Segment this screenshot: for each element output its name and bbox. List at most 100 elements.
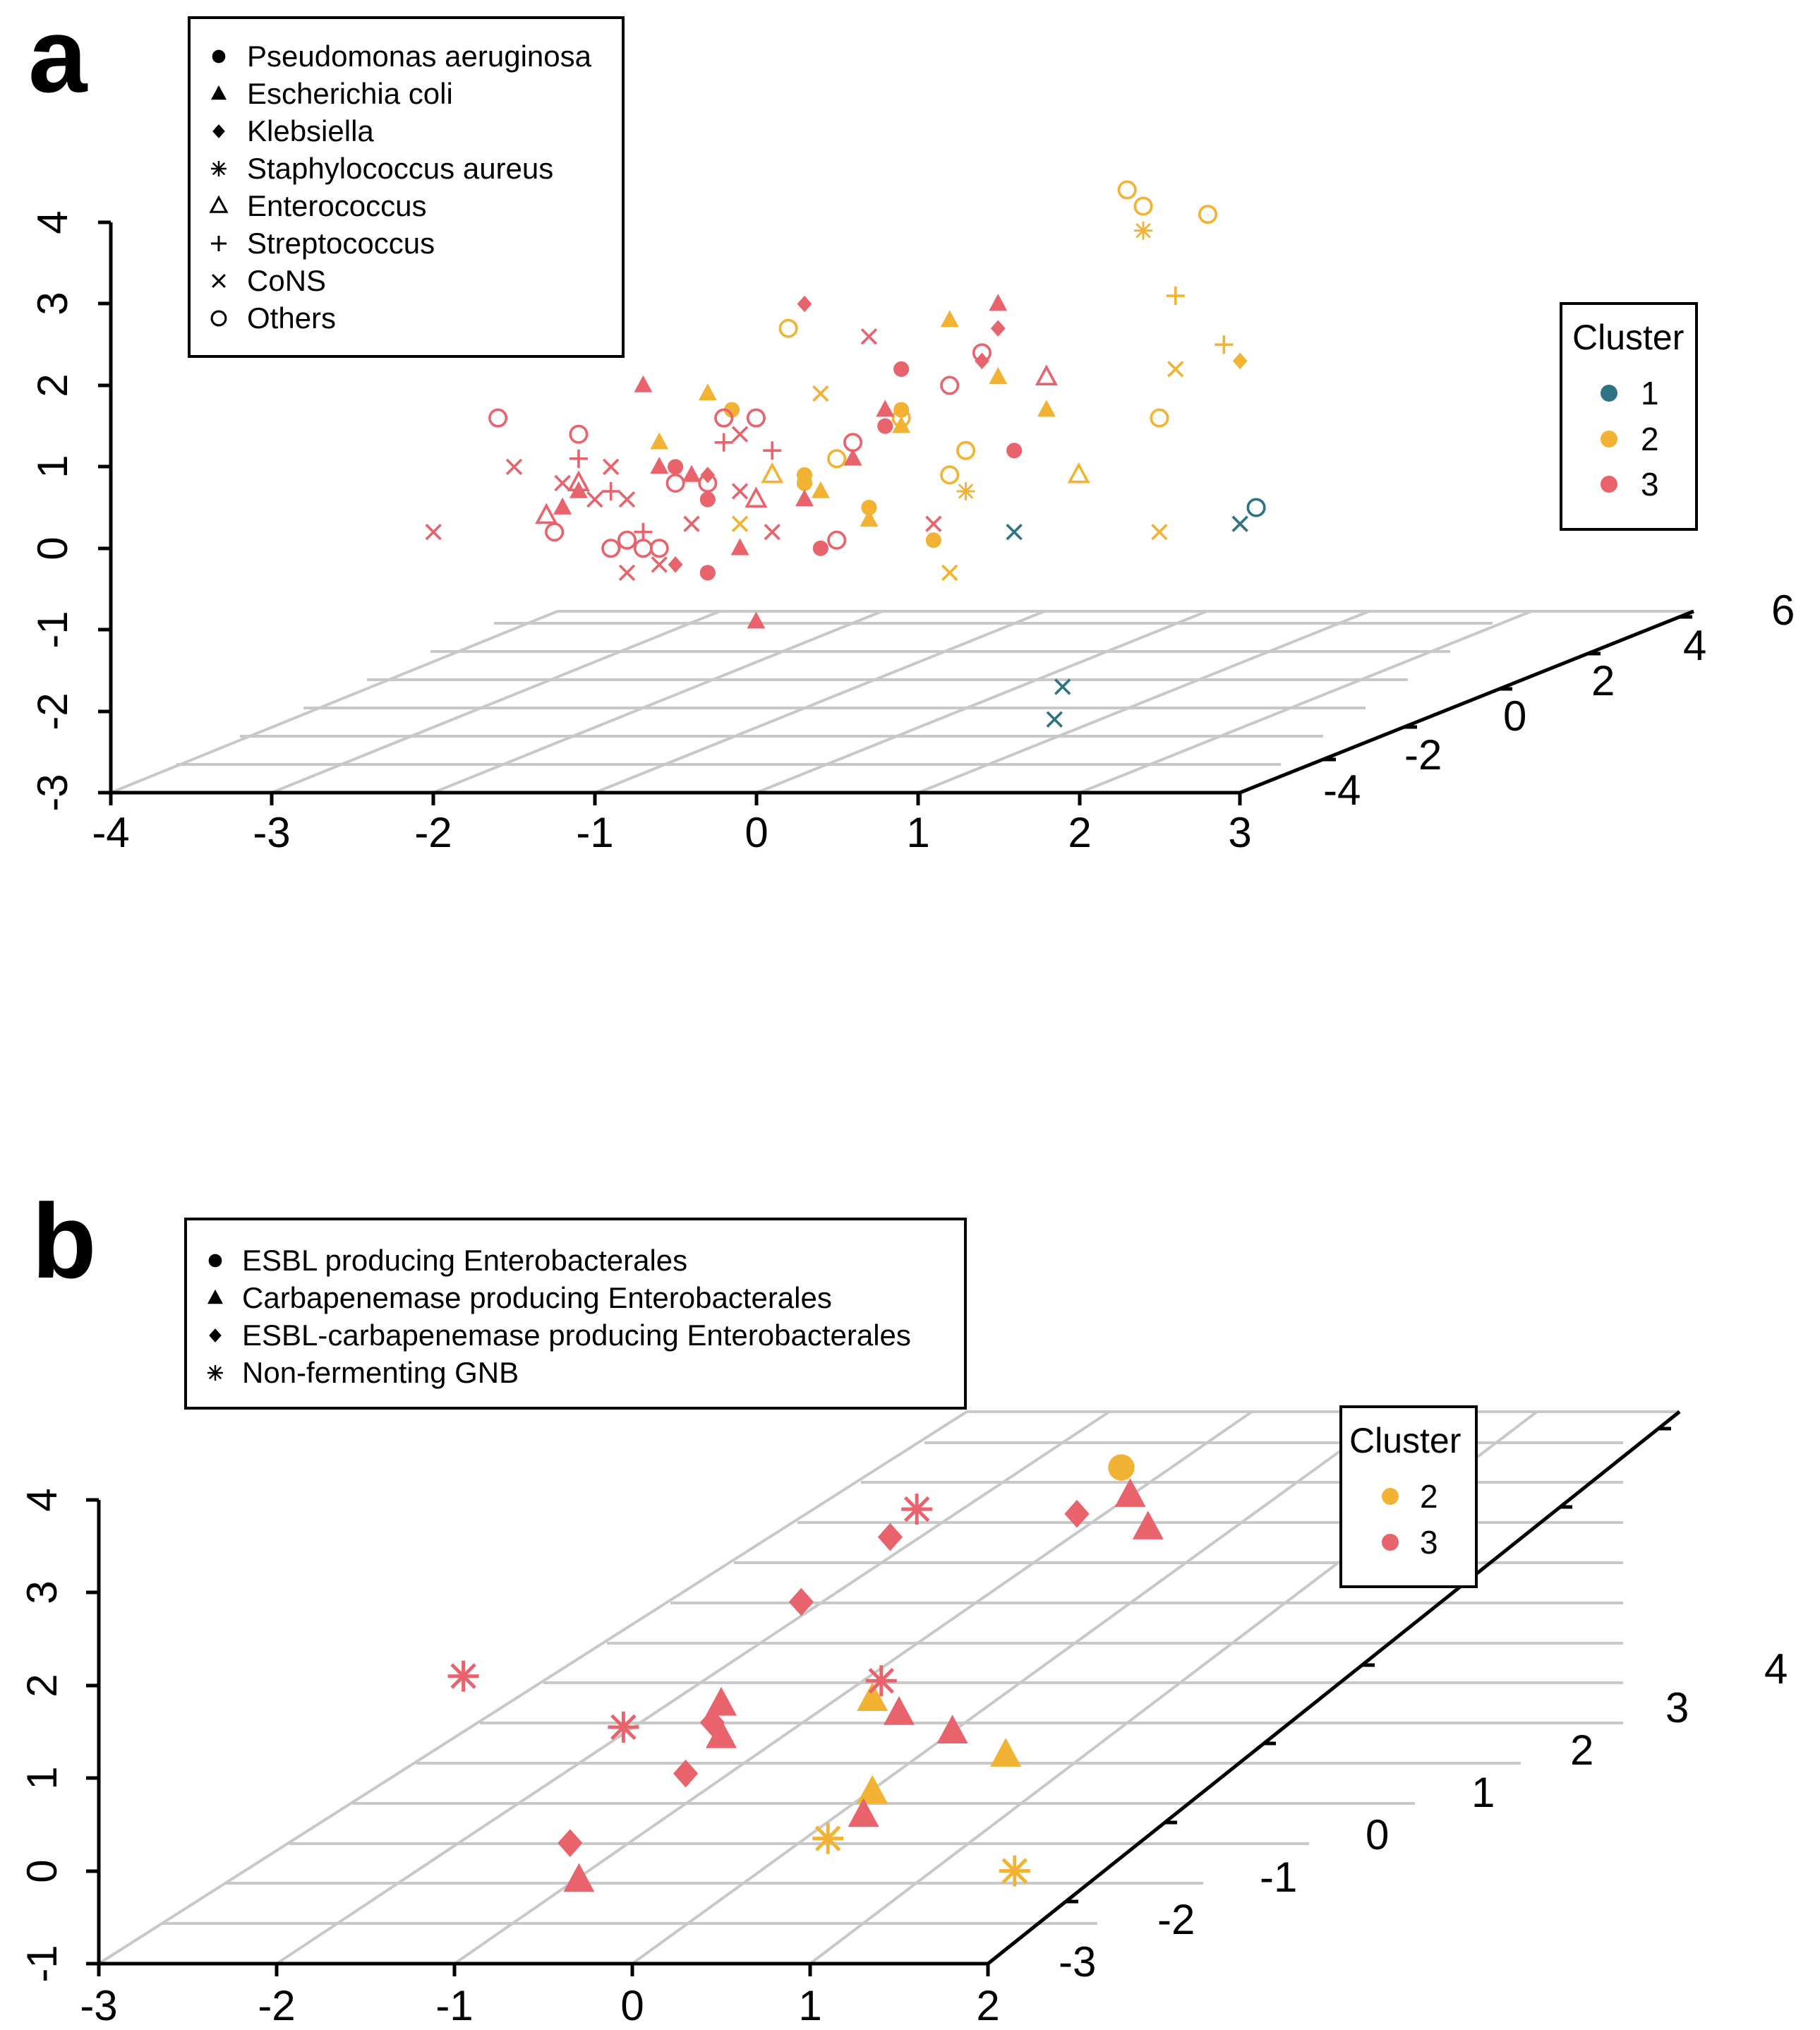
panel-b-z-tick: -1 [18, 1945, 66, 1982]
panel-a-x-tick: 1 [906, 809, 929, 856]
panel-b-x-tick: 0 [620, 1982, 644, 2029]
data-point [843, 433, 863, 452]
data-point [545, 522, 565, 542]
data-point [1132, 1511, 1164, 1539]
panel-b-depth-tick: 4 [1764, 1645, 1788, 1693]
data-point [1006, 443, 1023, 459]
data-point [956, 482, 975, 501]
panel-b-x-tick: 1 [798, 1982, 821, 2029]
data-point [857, 1682, 888, 1712]
panel-b-z-tick-labels: -1 0 1 2 3 4 [18, 1488, 66, 1982]
data-point [447, 1660, 479, 1692]
data-point [617, 530, 637, 550]
legend-label: Others [247, 301, 336, 335]
data-point [601, 539, 621, 558]
data-point [812, 385, 829, 402]
legend-label: Staphylococcus aureus [247, 152, 553, 185]
panel-b-depth-tick: -3 [1059, 1938, 1096, 1986]
data-point [558, 1829, 583, 1857]
data-point [747, 611, 766, 629]
data-point [925, 515, 942, 532]
data-point [649, 539, 669, 558]
panel-b-depth-tick: -1 [1260, 1854, 1297, 1901]
data-point [724, 402, 740, 418]
data-point [892, 416, 911, 433]
panel-a-x-tick: -2 [414, 809, 452, 856]
data-point [940, 376, 960, 395]
data-point [1037, 400, 1056, 417]
data-point [1167, 361, 1184, 378]
panel-a: a [28, 0, 1795, 856]
panel-b-x-tick: 2 [976, 1982, 999, 2029]
panel-b-depth-tick: 3 [1665, 1684, 1689, 1731]
panel-b-axes [86, 1410, 1681, 1976]
data-point [827, 530, 847, 550]
legend-label: ESBL-carbapenemase producing Enterobacte… [242, 1319, 911, 1352]
panel-b-z-tick: 4 [18, 1488, 66, 1511]
legend-label: Escherichia coli [247, 77, 453, 110]
data-point [884, 1696, 915, 1725]
panel-a-depth-tick-labels: -4 -2 0 2 4 6 [1323, 587, 1795, 814]
panel-b-depth-tick: 2 [1570, 1726, 1593, 1774]
data-point [698, 473, 718, 493]
panel-a-depth-tick: 4 [1683, 622, 1706, 669]
cluster-2-swatch [1601, 431, 1617, 448]
data-point [683, 515, 700, 532]
data-point [860, 510, 879, 527]
legend-symbol-diamond-filled [209, 1328, 222, 1343]
data-point [936, 1714, 968, 1743]
panel-a-floor-grid [110, 610, 1694, 794]
data-point [1117, 180, 1137, 200]
cluster-legend-label: 3 [1641, 466, 1659, 503]
panel-b-depth-tick: -2 [1157, 1896, 1195, 1943]
data-point [665, 473, 685, 493]
series-cluster-2 [812, 1454, 1135, 1887]
data-point [925, 532, 941, 548]
panel-a-x-tick: -3 [253, 809, 290, 856]
cluster-2-swatch [1382, 1488, 1399, 1505]
cluster-legend-label: 2 [1641, 421, 1659, 457]
panel-a-z-tick: 1 [29, 455, 76, 478]
cluster-1-swatch [1601, 385, 1617, 402]
cluster-3-swatch [1601, 476, 1617, 493]
data-point [668, 556, 683, 573]
panel-a-cluster-legend: Cluster 1 2 3 [1560, 302, 1698, 531]
legend-label: Pseudomonas aeruginosa [247, 40, 592, 73]
data-point [1067, 462, 1090, 484]
legend-symbol-triangle-filled [211, 85, 227, 100]
data-point [569, 424, 589, 444]
cluster-legend-label: 3 [1420, 1524, 1438, 1561]
panel-a-x-tick-labels: -4 -3 -2 -1 0 1 2 3 [92, 809, 1251, 856]
data-point [699, 491, 716, 508]
data-point [857, 1774, 888, 1804]
data-point [1166, 287, 1185, 306]
data-point [706, 1686, 737, 1716]
legend-label: Enterococcus [247, 189, 426, 222]
data-point [941, 564, 958, 582]
panel-a-axes [98, 220, 1694, 805]
legend-label: Carbapenemase producing Enterobacterales [242, 1281, 832, 1314]
panel-a-points [425, 180, 1266, 728]
data-point [763, 441, 782, 460]
cluster-legend-title: Cluster [1349, 1421, 1461, 1460]
data-point [714, 433, 733, 452]
data-point [990, 320, 1006, 337]
data-point [563, 1863, 595, 1892]
legend-symbol-plus [211, 236, 227, 251]
data-point [650, 457, 669, 474]
data-point [1215, 335, 1234, 354]
data-point [714, 408, 734, 428]
data-point [956, 440, 976, 460]
data-point [1133, 196, 1153, 216]
series-cluster-2 [650, 180, 1248, 582]
data-point [567, 470, 590, 492]
data-point [764, 524, 781, 541]
legend-symbol-diamond-filled [212, 124, 225, 138]
panel-a-z-tick: -2 [29, 692, 76, 730]
panel-a-x-tick: 0 [745, 809, 768, 856]
data-point [682, 464, 701, 482]
cluster-legend-title: Cluster [1572, 318, 1684, 357]
panel-a-depth-tick: 6 [1771, 587, 1795, 634]
data-point [848, 1798, 879, 1827]
panel-b-z-tick: 2 [18, 1674, 66, 1697]
